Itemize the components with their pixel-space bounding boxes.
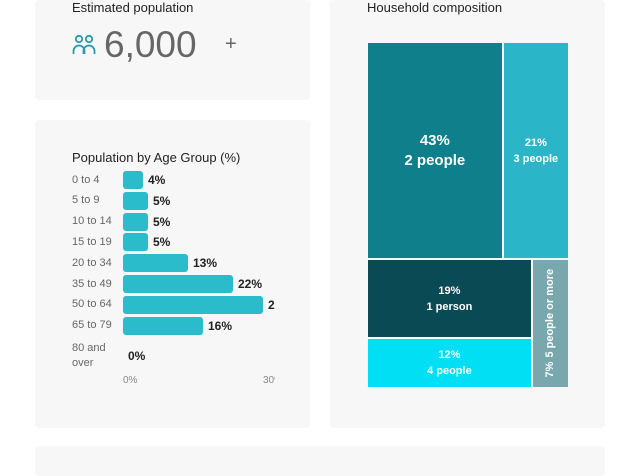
bar-row: 65 to 79 16% — [72, 316, 233, 335]
x-tick-label: 0% — [123, 375, 138, 386]
bar-row: 50 to 64 28% — [72, 295, 275, 314]
category-label: 0 to 4 — [72, 173, 100, 186]
bar — [123, 295, 263, 314]
population-card: Estimated population 6,000 + — [35, 0, 310, 100]
value-label: 21% — [524, 136, 547, 149]
value-label: 16% — [208, 318, 233, 333]
value-label: 4% — [148, 173, 166, 187]
bar-row: 0 to 4 4% — [72, 171, 165, 189]
category-label: 50 to 64 — [72, 298, 112, 311]
value-label: 7% — [544, 361, 557, 378]
category-label: 65 to 79 — [72, 319, 112, 332]
x-tick-label: 30% — [262, 375, 275, 386]
chart-title: Population by Age Group (%) — [72, 150, 241, 165]
category-label: 10 to 14 — [72, 215, 112, 228]
treemap-cell: 19% 1 person — [367, 259, 532, 339]
household-card: Household composition 43% 2 people 21% 3 pe… — [330, 0, 605, 428]
category-label: 1 person — [426, 300, 473, 313]
chart-title: Household composition — [367, 0, 503, 15]
value-label: 43% — [419, 131, 450, 149]
category-label: 4 people — [427, 365, 472, 378]
bar-row: 10 to 14 5% — [72, 212, 171, 231]
bar-row: 5 to 9 5% — [72, 191, 171, 210]
value-label: 19% — [438, 284, 461, 297]
bar — [123, 275, 233, 293]
treemap-cell: 21% 3 people — [502, 42, 569, 260]
bar-row: 20 to 34 13% — [72, 254, 218, 273]
category-label: 20 to 34 — [72, 256, 112, 269]
value-label: 5% — [153, 193, 171, 208]
bar — [123, 316, 203, 335]
value-label: 28% — [268, 297, 275, 312]
bar — [123, 233, 148, 252]
treemap-cell: 12% 4 people — [367, 338, 532, 388]
page: Estimated population 6,000 + Population … — [35, 0, 605, 428]
value-label: 0% — [128, 349, 146, 364]
category-label: 5 to 9 — [72, 194, 100, 207]
treemap: 43% 2 people 21% 3 people 19% 1 person 12% 4 pe… — [367, 42, 569, 388]
population-suffix: + — [225, 33, 237, 55]
category-label: 2 people — [404, 151, 466, 169]
value-label: 22% — [238, 277, 263, 291]
value-label: 12% — [438, 349, 461, 362]
age-card: Population by Age Group (%) 0 to 4 4% 5 to… — [35, 120, 310, 428]
bar — [123, 191, 148, 210]
category-label: 80 and over — [72, 342, 106, 370]
bar-row: 80 and over 0% — [72, 342, 146, 369]
bar — [123, 171, 143, 189]
category-label: 15 to 19 — [72, 235, 112, 248]
value-label: 5% — [153, 214, 171, 229]
bar-chart: 0 to 4 4% 5 to 9 5% 10 to 14 5% 15 to 19 5% 20 t… — [72, 171, 275, 428]
cell-label: 7% 5 people or more — [542, 269, 558, 378]
value-label: 5% — [153, 235, 171, 250]
treemap-cell: 7% 5 people or more — [531, 259, 569, 388]
bar-row: 35 to 49 22% — [72, 275, 262, 293]
category-label: 3 people — [513, 152, 559, 165]
bar — [123, 254, 188, 273]
card-title: Estimated population — [72, 0, 194, 15]
category-label: 35 to 49 — [72, 277, 112, 290]
bar-row: 15 to 19 5% — [72, 233, 171, 252]
category-label: 5 people or more — [544, 269, 557, 358]
treemap-cell: 43% 2 people — [367, 42, 503, 260]
next-card — [35, 446, 605, 476]
value-label: 13% — [193, 256, 218, 271]
bar — [123, 212, 148, 231]
population-value: 6,000 — [104, 24, 197, 65]
people-icon — [72, 34, 96, 54]
